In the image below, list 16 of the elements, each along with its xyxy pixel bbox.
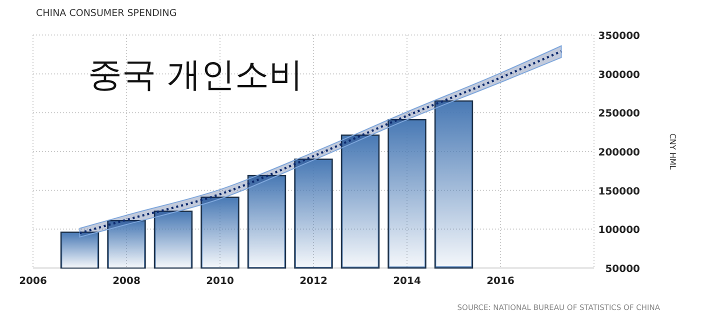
x-tick-label: 2008 xyxy=(112,276,140,287)
y-tick-label: 350000 xyxy=(598,31,640,42)
x-tick-label: 2014 xyxy=(393,276,421,287)
x-tick-label: 2012 xyxy=(300,276,328,287)
y-tick-label: 300000 xyxy=(598,70,640,81)
x-tick-label: 2016 xyxy=(486,276,514,287)
x-tick-label: 2010 xyxy=(206,276,234,287)
y-tick-label: 150000 xyxy=(598,186,640,198)
y-tick-label: 100000 xyxy=(598,225,640,236)
y-axis-title: CNY HML xyxy=(668,133,677,170)
y-tick-label: 50000 xyxy=(605,264,640,275)
x-tick-label: 2006 xyxy=(19,276,47,287)
annotation: 중국 개인소비 xyxy=(88,55,303,95)
chart-title: CHINA CONSUMER SPENDING xyxy=(36,8,177,19)
y-tick-label: 250000 xyxy=(598,108,640,120)
y-tick-label: 200000 xyxy=(598,148,640,158)
